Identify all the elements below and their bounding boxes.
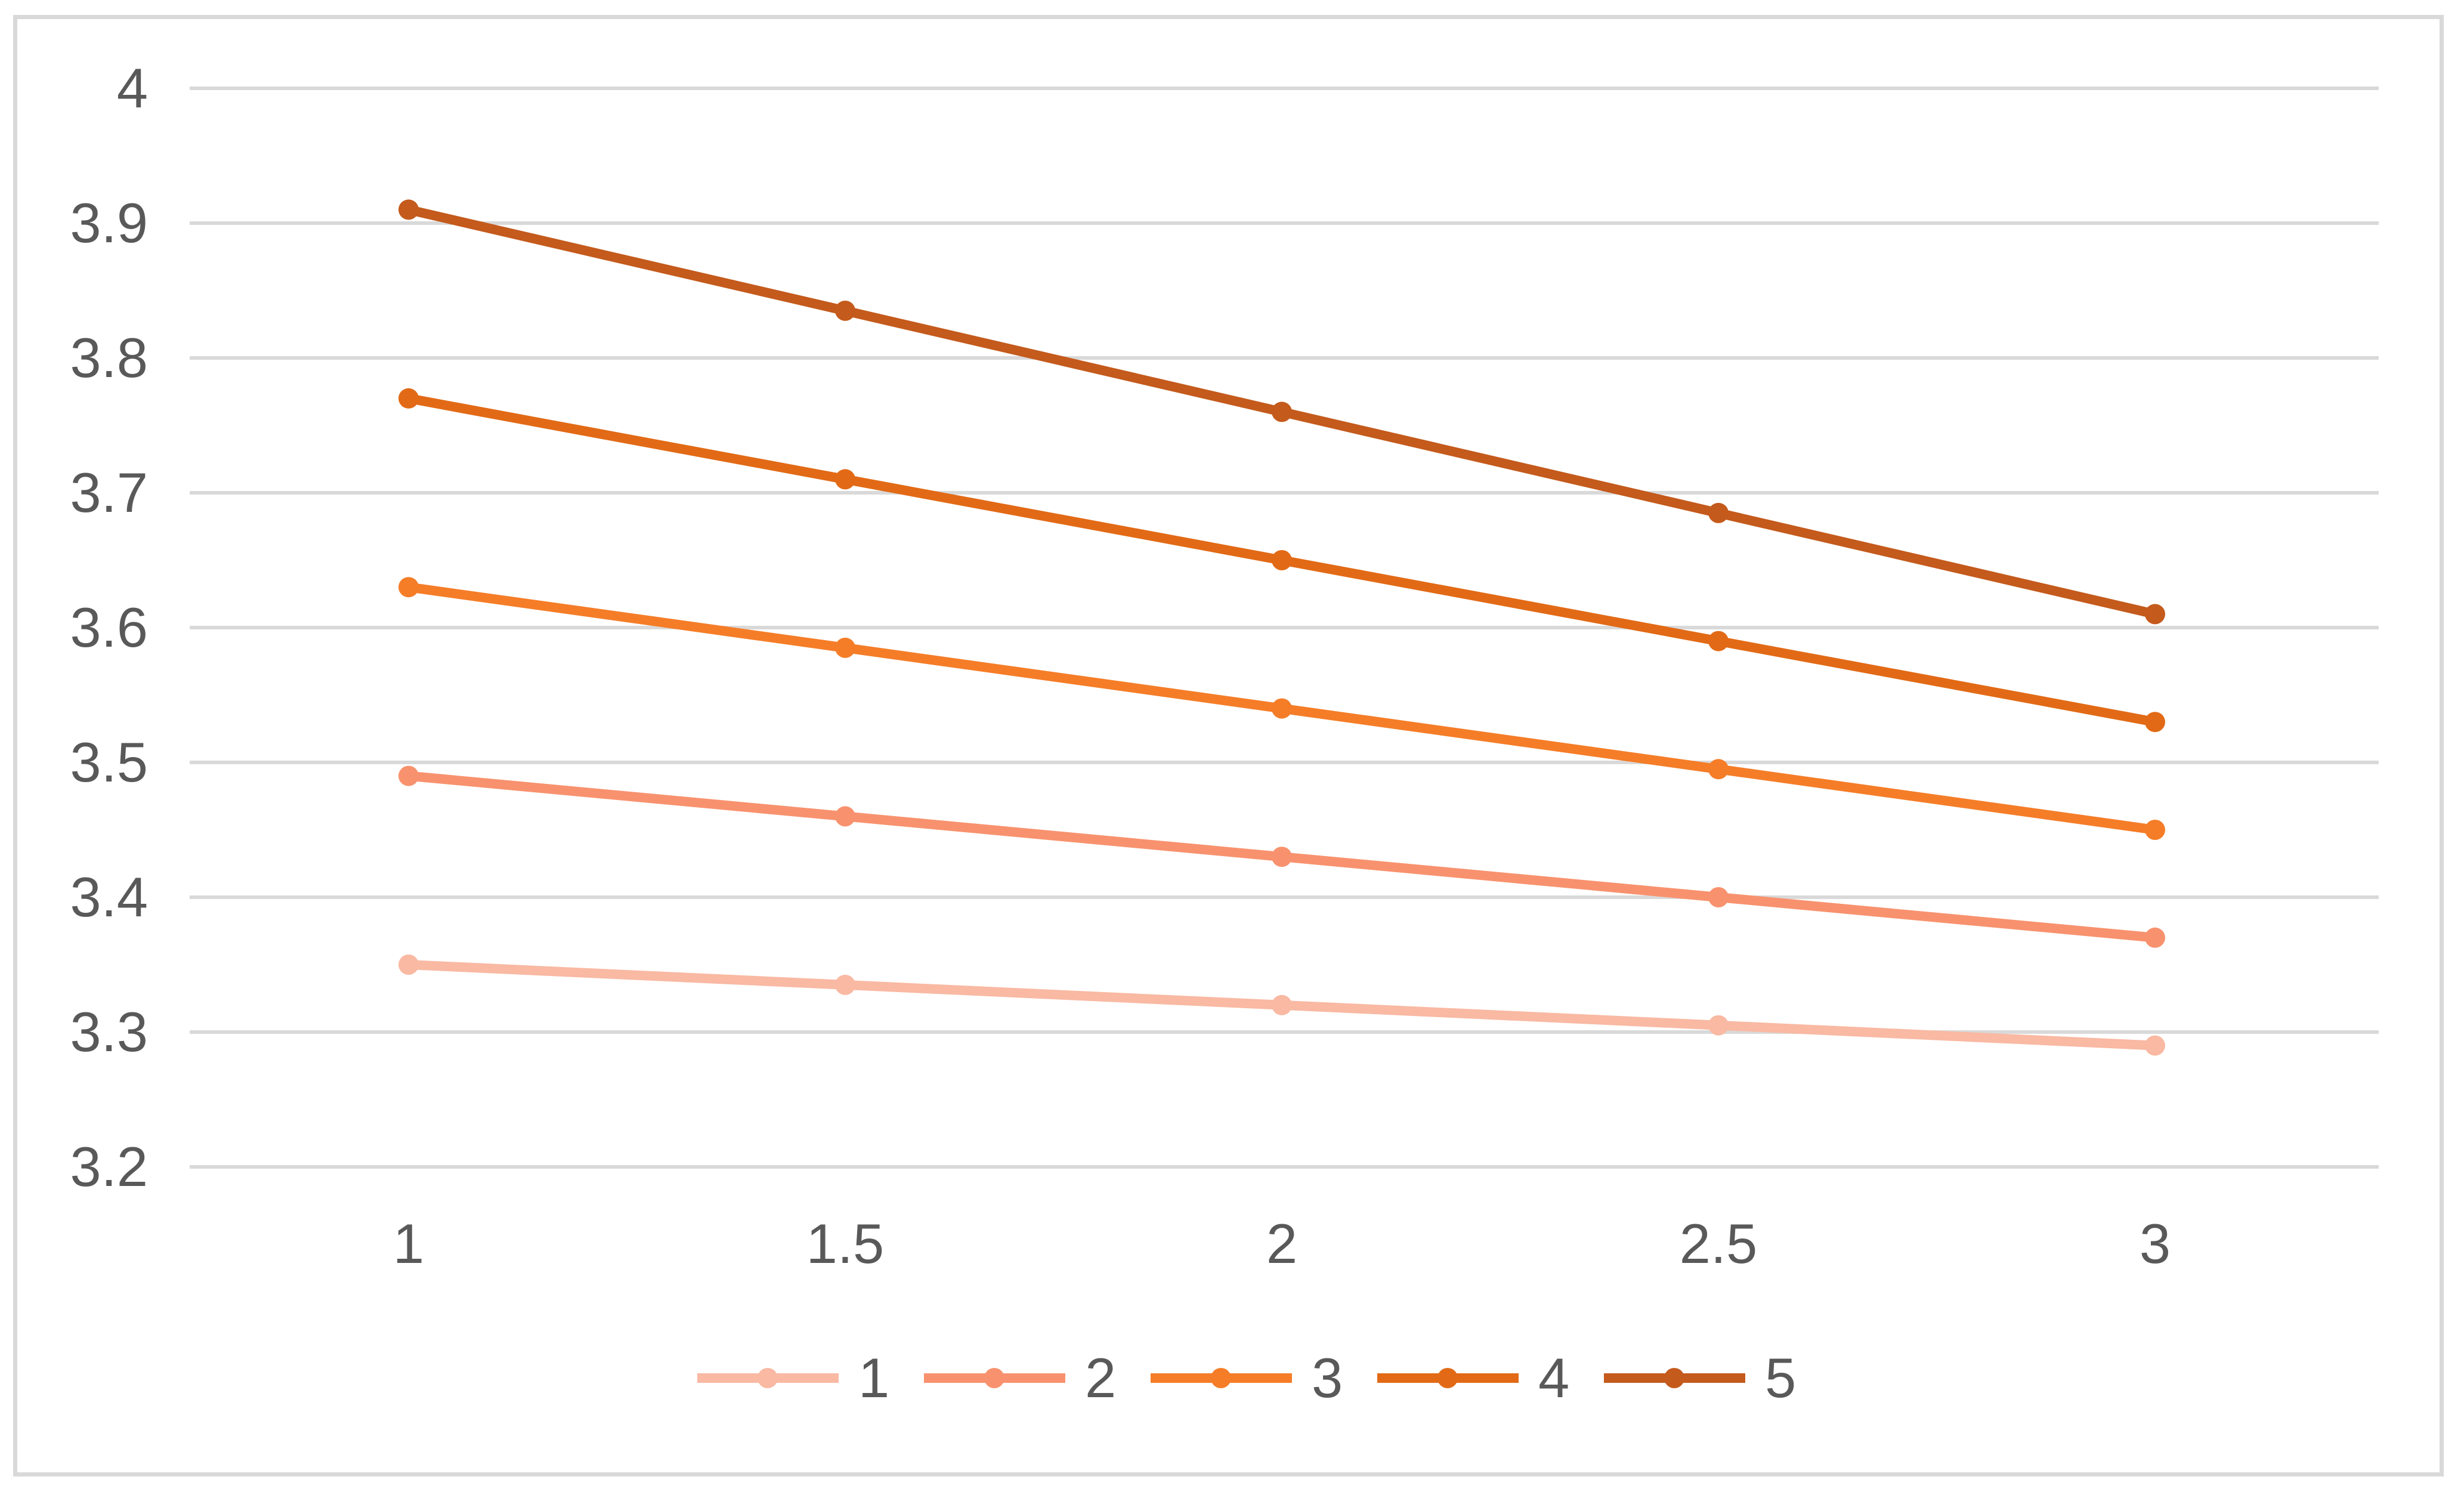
legend-label-3: 3 (1312, 1346, 1343, 1409)
data-point-series1-x2 (1272, 994, 1292, 1015)
data-point-series5-x3 (2145, 604, 2165, 625)
legend-marker-icon (1437, 1368, 1458, 1388)
legend-label-1: 1 (858, 1346, 890, 1409)
x-tick-label-2.5: 2.5 (1679, 1212, 1758, 1275)
legend-marker-icon (758, 1368, 778, 1388)
legend-marker-icon (1664, 1368, 1684, 1388)
data-point-series3-x2.5 (1708, 759, 1729, 780)
data-point-series4-x2.5 (1708, 631, 1729, 651)
data-point-series2-x2.5 (1708, 887, 1729, 907)
data-point-series1-x2.5 (1708, 1015, 1729, 1036)
data-point-series5-x2.5 (1708, 502, 1729, 523)
data-point-series4-x1 (398, 388, 419, 409)
legend-marker-icon (984, 1368, 1004, 1388)
y-tick-label-4: 4 (116, 57, 148, 119)
y-tick-label-3.6: 3.6 (70, 596, 148, 659)
x-tick-label-1.5: 1.5 (806, 1212, 885, 1275)
data-point-series2-x1 (398, 765, 419, 786)
y-tick-label-3.5: 3.5 (70, 731, 148, 793)
data-point-series4-x1.5 (835, 469, 855, 490)
data-point-series4-x2 (1272, 550, 1292, 570)
data-point-series4-x3 (2145, 712, 2165, 733)
data-point-series1-x1.5 (835, 974, 855, 995)
y-tick-label-3.4: 3.4 (70, 866, 148, 928)
data-point-series2-x3 (2145, 927, 2165, 948)
y-tick-label-3.8: 3.8 (70, 326, 148, 389)
data-point-series3-x3 (2145, 820, 2165, 840)
legend-marker-icon (1211, 1368, 1231, 1388)
data-point-series5-x2 (1272, 401, 1292, 422)
x-tick-label-3: 3 (2139, 1212, 2171, 1275)
legend-label-5: 5 (1765, 1346, 1797, 1409)
data-point-series3-x1.5 (835, 637, 855, 658)
y-tick-label-3.3: 3.3 (70, 1000, 148, 1063)
legend-label-4: 4 (1538, 1346, 1570, 1409)
x-tick-label-1: 1 (392, 1212, 425, 1275)
data-point-series5-x1.5 (835, 300, 855, 321)
data-point-series1-x1 (398, 955, 419, 975)
x-tick-label-2: 2 (1266, 1212, 1298, 1275)
legend-label-2: 2 (1085, 1346, 1117, 1409)
y-tick-label-3.2: 3.2 (70, 1135, 148, 1198)
data-point-series2-x2 (1272, 847, 1292, 867)
data-point-series3-x2 (1272, 698, 1292, 719)
y-tick-label-3.9: 3.9 (70, 191, 148, 254)
data-point-series3-x1 (398, 577, 419, 598)
data-point-series1-x3 (2145, 1035, 2165, 1056)
data-point-series2-x1.5 (835, 806, 855, 827)
data-point-series5-x1 (398, 199, 419, 220)
y-tick-label-3.7: 3.7 (70, 461, 148, 524)
